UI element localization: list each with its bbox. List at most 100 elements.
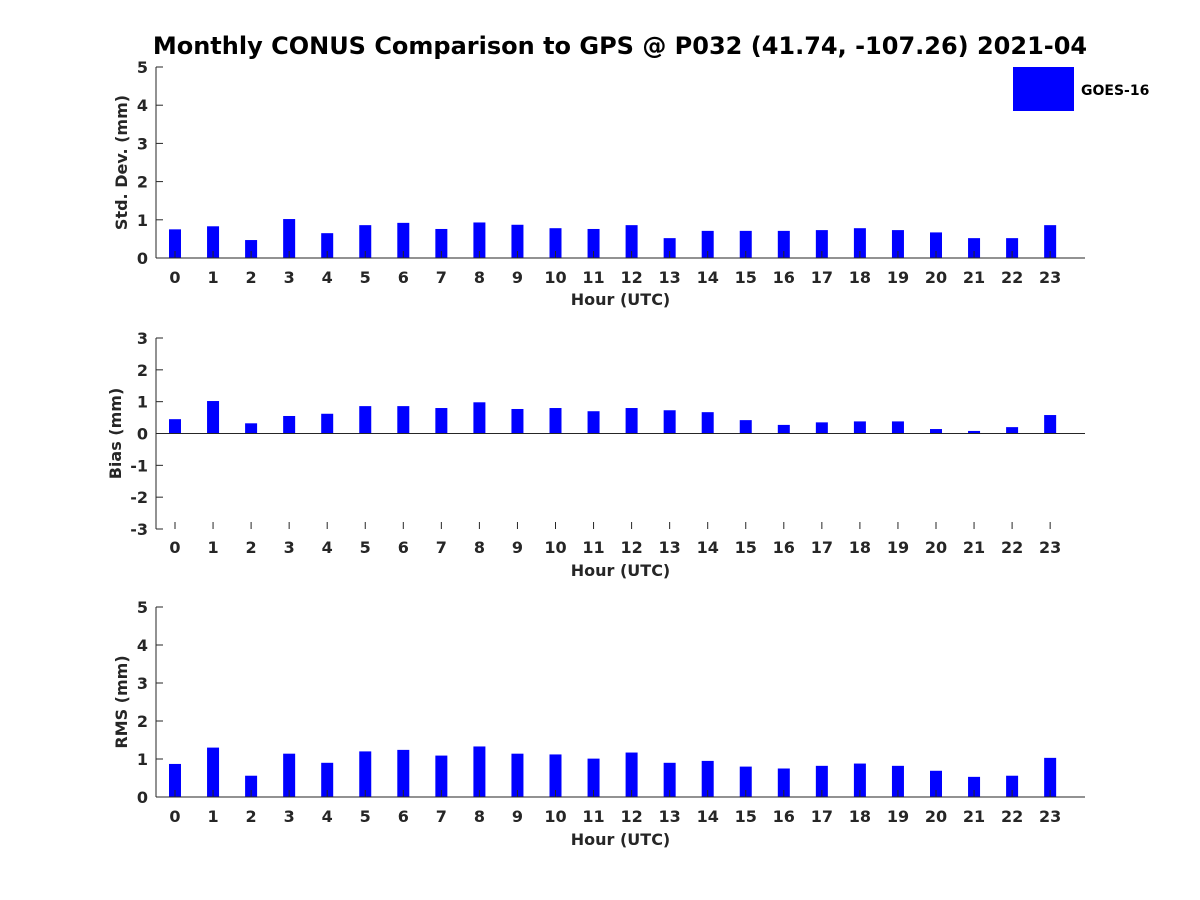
bar-hour-7 <box>435 228 448 258</box>
bar-hour-13 <box>663 410 676 434</box>
y-tick-label: 3 <box>137 329 148 348</box>
x-axis-label: Hour (UTC) <box>571 290 671 309</box>
bar-hour-0 <box>169 763 181 797</box>
bar-hour-19 <box>891 765 904 797</box>
x-tick-label: 8 <box>474 807 485 826</box>
bar-hour-1 <box>207 401 220 434</box>
bar-hour-9 <box>511 408 524 434</box>
bar-hour-22 <box>1006 775 1019 797</box>
x-axis-label: Hour (UTC) <box>571 561 671 580</box>
x-tick-label: 9 <box>512 268 523 287</box>
x-tick-label: 17 <box>811 268 833 287</box>
bar-hour-7 <box>435 755 448 797</box>
x-tick-label: 17 <box>811 538 833 557</box>
bar-hour-8 <box>473 746 486 797</box>
x-tick-label: 2 <box>246 538 257 557</box>
x-tick-label: 8 <box>474 538 485 557</box>
bar-hour-17 <box>815 230 828 258</box>
y-tick-label: 4 <box>137 636 148 655</box>
x-tick-label: 18 <box>849 268 871 287</box>
figure-title: Monthly CONUS Comparison to GPS @ P032 (… <box>153 32 1087 60</box>
y-tick-label: 0 <box>137 249 148 268</box>
x-tick-label: 21 <box>963 268 985 287</box>
x-tick-label: 15 <box>735 538 757 557</box>
bar-hour-17 <box>815 765 828 797</box>
x-tick-label: 20 <box>925 538 947 557</box>
y-axis-label: Std. Dev. (mm) <box>112 95 131 230</box>
x-tick-label: 9 <box>512 538 523 557</box>
x-tick-label: 22 <box>1001 268 1023 287</box>
bar-hour-20 <box>930 429 942 434</box>
x-tick-label: 2 <box>246 807 257 826</box>
bar-hour-12 <box>625 408 638 434</box>
bar-hour-22 <box>1006 238 1019 258</box>
x-tick-label: 14 <box>697 538 719 557</box>
x-tick-label: 1 <box>207 538 218 557</box>
y-tick-label: -1 <box>130 456 148 475</box>
x-tick-label: 7 <box>436 807 447 826</box>
x-tick-label: 3 <box>284 538 295 557</box>
y-tick-label: 0 <box>137 788 148 807</box>
bar-hour-14 <box>701 760 714 797</box>
x-tick-label: 18 <box>849 538 871 557</box>
bar-hour-23 <box>1044 415 1057 434</box>
bar-hour-18 <box>853 228 866 258</box>
x-tick-label: 19 <box>887 538 909 557</box>
bar-hour-8 <box>473 222 486 258</box>
bar-hour-4 <box>321 762 334 797</box>
x-tick-label: 6 <box>398 807 409 826</box>
x-tick-label: 23 <box>1039 538 1061 557</box>
bar-hour-13 <box>663 238 676 258</box>
bar-hour-19 <box>891 230 904 258</box>
x-tick-label: 15 <box>735 807 757 826</box>
bar-hour-21 <box>968 238 981 258</box>
x-tick-label: 11 <box>582 268 604 287</box>
x-tick-label: 19 <box>887 268 909 287</box>
x-tick-label: 1 <box>207 268 218 287</box>
bar-hour-3 <box>283 415 296 434</box>
x-tick-label: 6 <box>398 268 409 287</box>
bar-hour-6 <box>397 749 410 797</box>
x-tick-label: 19 <box>887 807 909 826</box>
x-tick-label: 21 <box>963 538 985 557</box>
x-tick-label: 13 <box>659 538 681 557</box>
y-axis-label: Bias (mm) <box>106 388 125 480</box>
x-tick-label: 12 <box>620 807 642 826</box>
x-tick-label: 4 <box>322 268 333 287</box>
x-tick-label: 4 <box>322 807 333 826</box>
bar-hour-10 <box>549 408 562 434</box>
x-tick-label: 10 <box>544 538 566 557</box>
bar-hour-4 <box>321 233 334 258</box>
bar-hour-8 <box>473 402 486 434</box>
bar-hour-16 <box>777 424 790 434</box>
x-tick-label: 16 <box>773 268 795 287</box>
bar-hour-9 <box>511 224 524 258</box>
y-axis-label: RMS (mm) <box>112 655 131 748</box>
bar-hour-6 <box>397 406 410 434</box>
x-tick-label: 12 <box>620 268 642 287</box>
bar-hour-23 <box>1044 225 1057 258</box>
bar-hour-15 <box>739 766 752 797</box>
x-tick-label: 7 <box>436 538 447 557</box>
bar-hour-22 <box>1006 427 1019 434</box>
bar-hour-11 <box>587 228 600 258</box>
x-tick-label: 14 <box>697 807 719 826</box>
bar-hour-10 <box>549 228 562 258</box>
x-tick-label: 21 <box>963 807 985 826</box>
bar-hour-11 <box>587 758 600 797</box>
x-tick-label: 16 <box>773 538 795 557</box>
bar-hour-5 <box>359 225 372 258</box>
y-tick-label: 0 <box>137 425 148 444</box>
x-tick-label: 0 <box>169 807 180 826</box>
y-tick-label: 1 <box>137 750 148 769</box>
bar-hour-15 <box>739 420 752 434</box>
bar-hour-2 <box>245 423 258 434</box>
bar-hour-23 <box>1044 757 1057 797</box>
y-tick-label: 5 <box>137 598 148 617</box>
bar-hour-20 <box>930 770 942 797</box>
bar-hour-13 <box>663 762 676 797</box>
x-tick-label: 11 <box>582 538 604 557</box>
